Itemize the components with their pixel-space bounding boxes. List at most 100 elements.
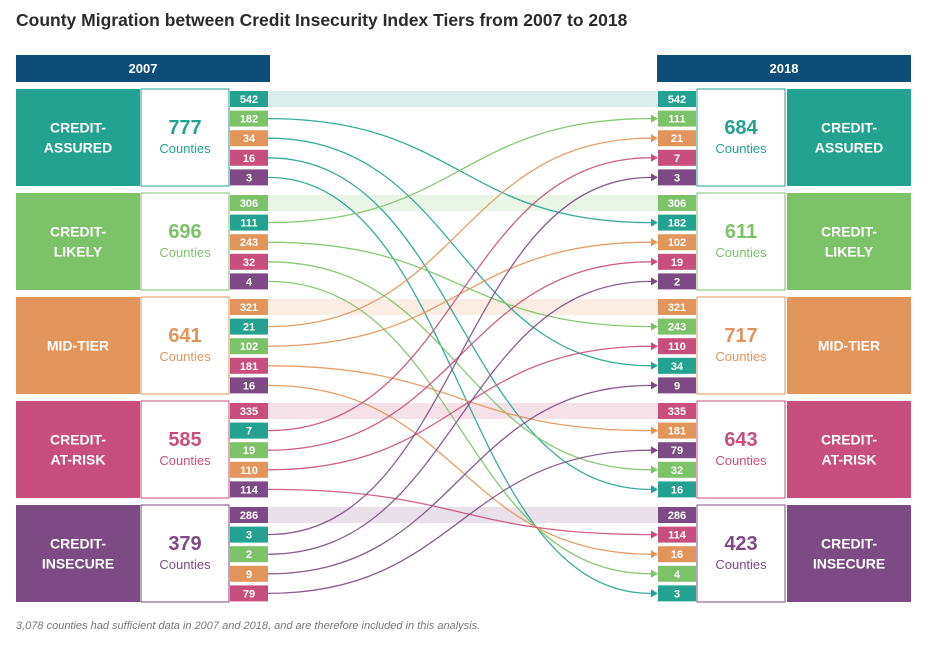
flow-arrowhead (651, 550, 658, 559)
tier-label-line: INSECURE (42, 556, 114, 572)
flow-credit-likely-to-credit-assured (267, 117, 652, 224)
chip-2007 (230, 169, 268, 186)
flow-arrowhead (651, 426, 658, 435)
count-box (696, 504, 786, 603)
flow-credit-likely-to-credit-at-risk (267, 261, 652, 471)
chip-value: 102 (668, 237, 686, 249)
flow-arrowhead (651, 342, 658, 351)
chip-2018 (658, 481, 696, 498)
chip-value: 181 (240, 361, 258, 373)
counties-label: Counties (715, 349, 767, 364)
flow-credit-insecure-to-credit-at-risk (267, 449, 652, 595)
chip-value: 21 (671, 133, 683, 145)
tier-label-line: CREDIT- (50, 224, 106, 240)
chip-2007 (230, 234, 268, 251)
chip-value: 335 (240, 406, 258, 418)
flow-arrowhead (651, 173, 658, 182)
flow-arrowhead (651, 218, 658, 227)
count-box (696, 88, 786, 187)
tier-label-line: CREDIT- (821, 432, 877, 448)
chip-2007 (230, 377, 268, 394)
count-box (140, 296, 230, 395)
chip-2018 (658, 318, 696, 335)
tier-label-line: LIKELY (825, 244, 874, 260)
flow-credit-insecure-to-mid-tier (267, 384, 652, 575)
chip-value: 111 (240, 218, 257, 230)
chip-2007 (230, 318, 268, 335)
tier-count-2007: 777 (168, 117, 201, 139)
chip-2007 (230, 195, 268, 211)
count-box (140, 192, 230, 291)
header-2007: 2007 (16, 55, 270, 82)
tier-2018-credit-assured: CREDIT- ASSURED 684 Counties 542 111 21 7 3 (658, 88, 911, 187)
flow-arrowhead (651, 569, 658, 578)
tier-2007-mid-tier: MID-TIER 641 Counties 321 21 102 181 16 (16, 296, 268, 395)
header-2007-bar (16, 55, 270, 82)
flow-credit-insecure-to-credit-assured (267, 176, 652, 536)
chip-value: 16 (243, 380, 255, 392)
chart-title: County Migration between Credit Insecuri… (16, 10, 628, 30)
chip-2007 (230, 338, 268, 355)
count-box (696, 400, 786, 499)
counties-label: Counties (159, 349, 211, 364)
chip-value: 2 (246, 549, 252, 561)
chip-2007 (230, 442, 268, 459)
tier-count-2018: 684 (724, 117, 758, 139)
chip-2007 (230, 526, 268, 543)
chip-2018 (658, 195, 696, 211)
chip-2018 (658, 214, 696, 231)
tier-count-2018: 643 (724, 429, 757, 451)
counties-label: Counties (159, 245, 211, 260)
chip-2007 (230, 585, 268, 602)
chip-2007 (230, 422, 268, 439)
tier-label-line: LIKELY (54, 244, 103, 260)
chip-2007 (230, 481, 268, 498)
tier-label-line: MID-TIER (47, 338, 109, 354)
tier-label-box (787, 401, 911, 498)
chip-value: 335 (668, 406, 686, 418)
chip-value: 9 (246, 569, 252, 581)
tier-label-line: MID-TIER (818, 338, 880, 354)
tier-label-box (16, 297, 140, 394)
flow-arrowhead (651, 277, 658, 286)
chip-2018 (658, 91, 696, 107)
tier-label-line: CREDIT- (821, 120, 877, 136)
retained-band-credit-insecure (268, 507, 658, 523)
chip-value: 4 (674, 569, 681, 581)
chip-value: 542 (240, 94, 258, 106)
chip-2007 (230, 403, 268, 419)
chip-value: 9 (674, 380, 680, 392)
tier-count-2018: 611 (725, 221, 757, 243)
flow-credit-insecure-to-credit-likely (267, 280, 652, 555)
tier-label-line: CREDIT- (50, 120, 106, 136)
tier-label-line: CREDIT- (821, 224, 877, 240)
flow-credit-assured-to-credit-at-risk (267, 157, 652, 491)
chip-value: 79 (243, 588, 255, 600)
chip-value: 79 (671, 445, 683, 457)
tier-2007-credit-likely: CREDIT- LIKELY 696 Counties 306 111 243 32 4 (16, 192, 268, 291)
flow-credit-at-risk-to-credit-insecure (267, 488, 652, 536)
chip-value: 110 (668, 341, 686, 353)
chip-2018 (658, 110, 696, 127)
tier-label-line: ASSURED (815, 140, 883, 156)
chip-value: 114 (668, 530, 687, 542)
chip-value: 2 (674, 276, 680, 288)
flow-mid-tier-to-credit-insecure (267, 384, 652, 555)
chip-value: 306 (240, 198, 258, 210)
chip-value: 243 (668, 322, 686, 334)
chip-2007 (230, 149, 268, 166)
tier-2018-credit-at-risk: CREDIT- AT-RISK 643 Counties 335 181 79 32 16 (658, 400, 911, 499)
chip-2018 (658, 357, 696, 374)
flow-arrowhead (651, 530, 658, 539)
chip-value: 7 (674, 153, 680, 165)
flow-arrowhead (651, 257, 658, 266)
chip-2007 (230, 507, 268, 523)
chip-2007 (230, 546, 268, 563)
chip-2018 (658, 253, 696, 270)
tier-label-box (787, 193, 911, 290)
chip-2018 (658, 526, 696, 543)
tier-2018-credit-likely: CREDIT- LIKELY 611 Counties 306 182 102 19 2 (658, 192, 911, 291)
chip-value: 21 (243, 322, 255, 334)
tier-label-line: CREDIT- (821, 536, 877, 552)
flow-arrowhead (651, 361, 658, 370)
